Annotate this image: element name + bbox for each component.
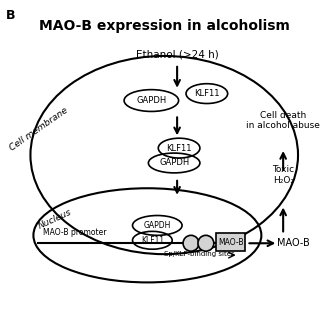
Text: Cell death
in alcohol abuse: Cell death in alcohol abuse — [246, 111, 320, 130]
Text: GAPDH: GAPDH — [143, 221, 171, 230]
FancyBboxPatch shape — [216, 233, 245, 251]
Text: B: B — [6, 9, 15, 22]
Text: Sp/KLF-binding sites: Sp/KLF-binding sites — [164, 251, 234, 257]
Text: MAO-B expression in alcoholism: MAO-B expression in alcoholism — [39, 19, 290, 33]
Text: MAO-B: MAO-B — [218, 238, 243, 247]
Text: KLF11: KLF11 — [194, 89, 219, 98]
Text: Nucleus: Nucleus — [37, 208, 73, 231]
Text: GAPDH: GAPDH — [159, 158, 189, 167]
Text: MAO-B promoter: MAO-B promoter — [43, 228, 107, 237]
Circle shape — [198, 235, 214, 251]
Text: GAPDH: GAPDH — [136, 96, 166, 105]
Text: Cell membrane: Cell membrane — [8, 106, 69, 152]
Text: KLF11: KLF11 — [141, 236, 164, 245]
Text: Ethanol (>24 h): Ethanol (>24 h) — [136, 49, 218, 59]
Text: MAO-B: MAO-B — [277, 238, 310, 248]
Text: KLF11: KLF11 — [166, 144, 192, 153]
Circle shape — [183, 235, 199, 251]
Text: Toxic
H₂O₂: Toxic H₂O₂ — [272, 166, 294, 185]
